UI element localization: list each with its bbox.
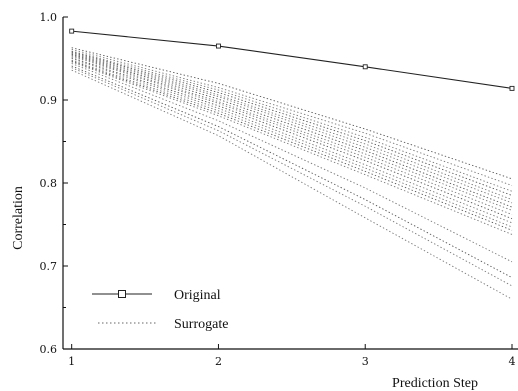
x-tick-label: 2 [215, 355, 222, 368]
surrogate-line [71, 61, 513, 235]
y-tick-label: 0.8 [40, 177, 58, 190]
original-point [362, 64, 368, 70]
surrogate-line [71, 50, 513, 192]
y-tick-label: 0.9 [40, 94, 58, 107]
surrogate-line [71, 57, 513, 220]
surrogate-line [71, 53, 513, 204]
x-tick-label: 4 [509, 355, 516, 368]
x-axis-label: Prediction Step [392, 376, 478, 391]
surrogate-line [71, 52, 513, 201]
legend-surrogate-label: Surrogate [174, 317, 228, 332]
surrogate-line [71, 47, 513, 180]
legend-original-marker [118, 290, 126, 298]
x-tick-label: 1 [68, 355, 75, 368]
original-point [509, 85, 515, 91]
y-tick-label: 0.6 [40, 343, 58, 356]
ticks: 0.6 0.7 0.8 0.9 1.0 1 2 3 4 [40, 11, 516, 368]
surrogate-line [71, 53, 513, 208]
surrogate-line [71, 58, 513, 224]
legend: Original Surrogate [92, 288, 228, 332]
y-tick-label: 1.0 [40, 11, 58, 24]
x-tick-label: 3 [362, 355, 369, 368]
surrogate-line [71, 48, 513, 186]
original-line [71, 30, 513, 89]
surrogate-line [71, 67, 513, 287]
surrogate-line [71, 65, 513, 279]
original-series [69, 28, 515, 91]
surrogate-line [71, 69, 513, 300]
surrogate-series [71, 47, 513, 300]
original-point [69, 28, 75, 34]
original-point [216, 43, 221, 49]
surrogate-line [71, 55, 513, 215]
surrogate-line [71, 60, 513, 231]
legend-original-label: Original [174, 288, 221, 303]
surrogate-line [71, 59, 513, 228]
surrogate-line [71, 54, 513, 211]
surrogate-line [71, 63, 513, 263]
y-axis-label: Correlation [11, 186, 26, 250]
y-tick-label: 0.7 [40, 260, 58, 273]
surrogate-line [71, 51, 513, 196]
